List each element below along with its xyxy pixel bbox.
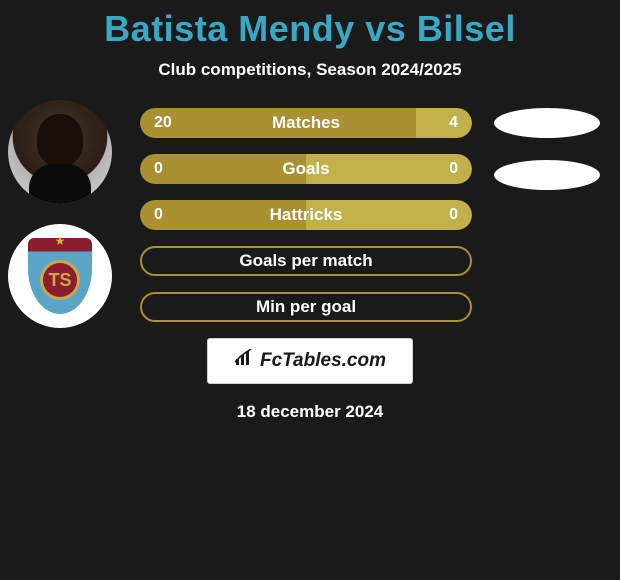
stat-value-right: 4 (449, 114, 458, 132)
stat-value-left: 0 (154, 206, 163, 224)
stat-value-right: 0 (449, 160, 458, 178)
footer: FcTables.com 18 december 2024 (0, 338, 620, 422)
page-subtitle: Club competitions, Season 2024/2025 (0, 60, 620, 80)
brand: FcTables.com (234, 349, 386, 373)
stat-bar: 00Hattricks (140, 200, 472, 230)
comparison-bars: 204Matches00Goals00HattricksGoals per ma… (140, 108, 472, 322)
stat-bar-right (306, 154, 472, 184)
stat-bar: 00Goals (140, 154, 472, 184)
stat-pill (494, 160, 600, 190)
comparison-panel: TS 204Matches00Goals00HattricksGoals per… (0, 108, 620, 322)
club-badge-letters: TS (40, 260, 80, 300)
footer-date: 18 december 2024 (0, 402, 620, 422)
stat-bar-right (416, 108, 472, 138)
stat-value-right: 0 (449, 206, 458, 224)
bar-chart-icon (234, 349, 254, 373)
stat-bar-left (140, 154, 306, 184)
header: Batista Mendy vs Bilsel Club competition… (0, 0, 620, 80)
page-title: Batista Mendy vs Bilsel (0, 8, 620, 50)
stat-bar: Min per goal (140, 292, 472, 322)
stat-value-left: 20 (154, 114, 172, 132)
stat-pill (494, 108, 600, 138)
avatar-column: TS (8, 100, 112, 348)
pill-column (494, 108, 600, 212)
player-avatar (8, 100, 112, 204)
stat-value-left: 0 (154, 160, 163, 178)
stat-bar: 204Matches (140, 108, 472, 138)
club-avatar: TS (8, 224, 112, 328)
stat-bar-left (140, 108, 416, 138)
brand-text: FcTables.com (260, 350, 386, 372)
stat-bar-left (140, 200, 306, 230)
stat-bar: Goals per match (140, 246, 472, 276)
brand-box: FcTables.com (207, 338, 413, 384)
club-badge-icon: TS (28, 238, 92, 314)
stat-bar-right (306, 200, 472, 230)
